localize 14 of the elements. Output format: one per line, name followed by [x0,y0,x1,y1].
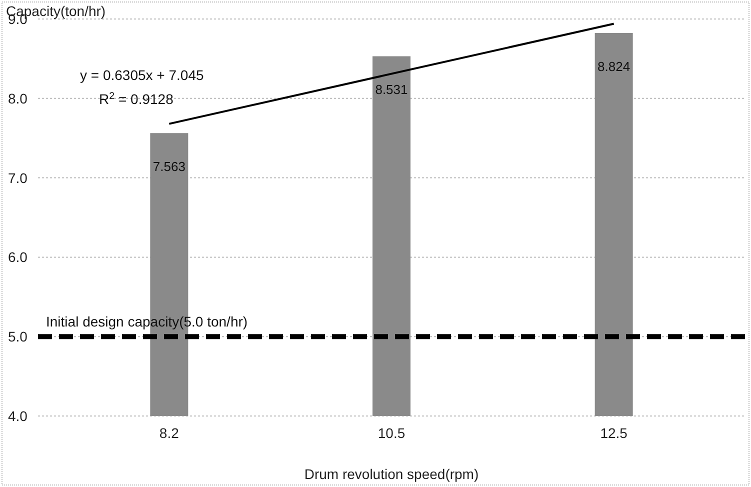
y-tick-label: 4.0 [8,408,28,424]
y-tick-label: 6.0 [8,249,28,266]
data-label: 8.824 [598,58,630,74]
x-axis-title: Drum revolution speed(rpm) [304,466,479,482]
y-tick-label: 7.0 [8,170,28,186]
annotation: y = 0.6305x + 7.045 [80,67,204,83]
annotation: R$^{2}$ = 0.9128 [99,90,174,107]
data-label: 7.563 [152,159,186,174]
y-tick-label: 5.0 [8,328,28,345]
data-label: 8.531 [375,82,408,98]
x-tick-label: 12.5 [600,425,628,441]
x-tick-label: 10.5 [378,425,406,441]
x-tick-label: 8.2 [159,425,180,441]
y-tick-label: 8.0 [8,90,28,106]
